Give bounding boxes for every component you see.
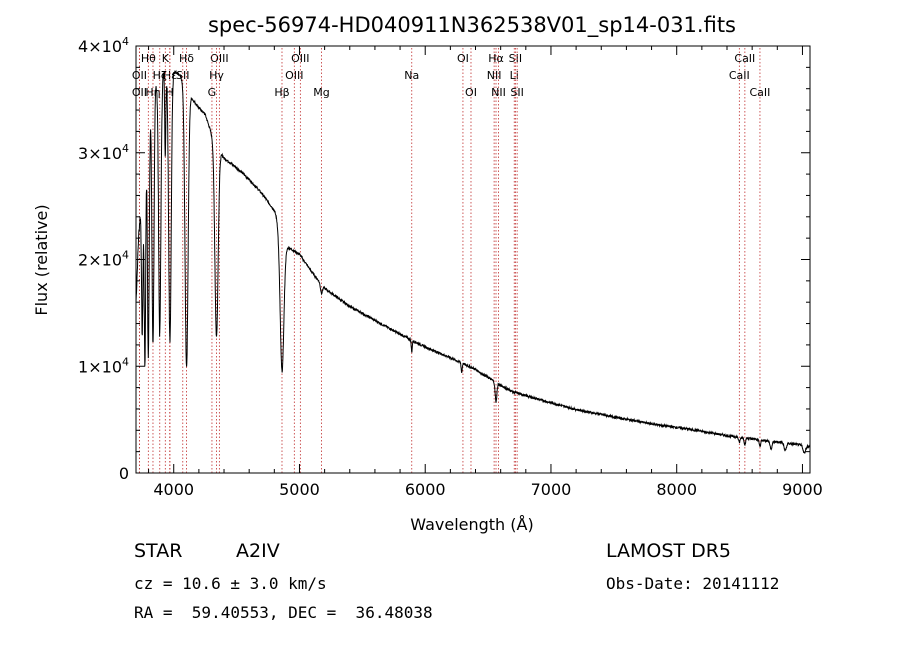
line-marker-label: Na [404,69,419,82]
line-marker-label: CaII [734,52,755,65]
x-tick-label: 5000 [279,480,320,499]
y-tick-label: 0 [119,464,129,483]
x-tick-label: 9000 [782,480,823,499]
line-marker-label: Hβ [274,86,289,99]
line-marker-label: Hη [145,86,160,99]
line-marker-label: Hα [488,52,504,65]
redshift-readout: cz = 10.6 ± 3.0 km/s [134,574,327,593]
line-marker-label: SII [176,69,189,82]
line-marker-label: Hθ [141,52,156,65]
line-marker-label: K [162,52,170,65]
line-marker-label: Hδ [179,52,194,65]
y-tick-label: 1×104 [78,355,129,376]
line-marker-label: OIII [291,52,309,65]
plot-frame [135,45,811,474]
line-marker-label: CaII [749,86,770,99]
line-marker-label: SII [510,86,523,99]
y-tick-label: 2×104 [78,249,129,270]
x-tick-label: 8000 [656,480,697,499]
line-marker-label: NII [491,86,506,99]
coordinates-readout: RA = 59.40553, DEC = 36.48038 [134,603,433,622]
spectral-class: A2IV [236,540,280,562]
x-axis-label: Wavelength (Å) [410,515,533,534]
y-axis-label: Flux (relative) [32,204,51,315]
object-type: STAR [134,540,183,562]
line-marker-label: OI [457,52,469,65]
y-tick-label: 4×104 [78,35,129,56]
line-marker-label: Mg [313,86,329,99]
line-marker-label: Li [510,69,519,82]
line-marker-label: H [166,86,174,99]
observation-date: Obs-Date: 20141112 [606,574,780,593]
x-tick-label: 6000 [405,480,446,499]
line-marker-label: Hγ [209,69,224,82]
line-marker-label: OI [465,86,477,99]
spectrum-line [135,69,811,454]
y-tick-label: 3×104 [78,142,129,163]
survey-name: LAMOST DR5 [606,540,731,562]
chart-title: spec-56974-HD040911N362538V01_sp14-031.f… [208,13,736,38]
line-marker-label: OIII [210,52,228,65]
x-tick-label: 7000 [531,480,572,499]
x-tick-label: 4000 [153,480,194,499]
axis-ticks: 4000 5000 6000 7000 8000 9000 0 1×104 2×104 3×104… [78,35,823,499]
line-marker-label: G [208,86,217,99]
line-marker-label: NII [487,69,502,82]
line-marker-label: SII [509,52,522,65]
line-marker-label: CaII [729,69,750,82]
line-marker-label: OIII [285,69,303,82]
